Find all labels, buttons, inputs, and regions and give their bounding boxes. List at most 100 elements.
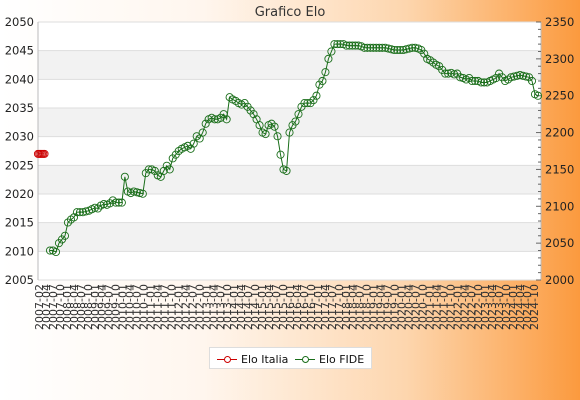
plot-band xyxy=(38,222,541,252)
data-point xyxy=(318,76,327,86)
x-tick-label: 2024-10 xyxy=(528,284,541,330)
data-point xyxy=(360,43,369,52)
data-point xyxy=(306,99,315,108)
series-elo-fide xyxy=(45,40,543,257)
data-point xyxy=(294,110,303,119)
data-point xyxy=(291,117,300,126)
x-tick-label: 2014-01 xyxy=(228,284,241,330)
x-tick-label: 2012-10 xyxy=(193,284,206,330)
data-point xyxy=(408,43,417,52)
data-point xyxy=(509,72,519,81)
data-point xyxy=(81,207,90,216)
data-point xyxy=(276,150,285,159)
x-tick-label: 2015-07 xyxy=(270,284,283,330)
data-point xyxy=(135,188,144,198)
data-point xyxy=(384,44,393,53)
data-point xyxy=(471,76,480,86)
data-point xyxy=(285,128,294,137)
x-tick-label: 2009-07 xyxy=(103,284,116,330)
data-point xyxy=(165,165,174,174)
x-tick-label: 2022-07 xyxy=(465,284,478,330)
data-point xyxy=(114,198,123,207)
data-point xyxy=(99,200,108,209)
data-point xyxy=(51,247,61,257)
data-point xyxy=(480,78,489,87)
data-point xyxy=(372,43,381,52)
x-tick-label: 2013-04 xyxy=(207,284,220,330)
plot-band xyxy=(38,251,541,280)
x-tick-label: 2023-04 xyxy=(486,284,499,330)
x-tick-label: 2020-07 xyxy=(409,284,422,330)
data-point xyxy=(518,71,528,80)
x-tick-label: 2023-07 xyxy=(493,284,506,330)
x-tick-label: 2007-04 xyxy=(40,284,53,330)
right-tick-label: 2250 xyxy=(545,89,574,103)
data-point xyxy=(381,43,390,52)
x-tick-label: 2021-01 xyxy=(423,284,436,330)
plot-band xyxy=(38,165,541,194)
data-point xyxy=(345,41,354,50)
data-point xyxy=(444,69,453,78)
data-point xyxy=(120,172,129,181)
data-point xyxy=(270,122,279,131)
x-tick-label: 2018-07 xyxy=(354,284,367,330)
legend-item-elo-italia[interactable]: Elo Italia xyxy=(216,352,288,366)
legend-label: Elo Italia xyxy=(241,352,289,366)
x-tick-label: 2012-07 xyxy=(186,284,199,330)
data-point xyxy=(390,45,399,55)
data-point xyxy=(144,165,153,174)
data-point xyxy=(507,73,516,82)
plot-band xyxy=(38,136,541,166)
data-point xyxy=(63,218,73,227)
data-point xyxy=(366,43,375,52)
left-tick-label: 2045 xyxy=(5,44,34,58)
x-tick-label: 2020-01 xyxy=(396,284,409,330)
data-point xyxy=(309,96,318,105)
data-point xyxy=(321,68,330,77)
data-point xyxy=(369,43,378,52)
x-tick-label: 2015-01 xyxy=(256,284,269,330)
x-tick-label: 2007-07 xyxy=(47,284,60,330)
x-tick-label: 2021-04 xyxy=(430,284,443,330)
right-tick-label: 2200 xyxy=(545,126,574,140)
right-tick-label: 2050 xyxy=(545,236,574,250)
data-point xyxy=(399,45,408,55)
data-point xyxy=(336,40,345,49)
x-tick-label: 2015-04 xyxy=(263,284,276,330)
data-point xyxy=(354,41,363,50)
data-point xyxy=(222,115,231,124)
data-point xyxy=(348,41,357,50)
x-tick-label: 2018-10 xyxy=(361,284,374,330)
right-axis: 2000 2050 2100 2150 2200 2250 2300 2350 xyxy=(536,15,574,287)
gridlines xyxy=(37,21,542,281)
data-point xyxy=(78,208,87,217)
x-tick-label: 2024-07 xyxy=(521,284,534,330)
x-tick-label: 2016-07 xyxy=(298,284,311,330)
legend-marker-green-icon xyxy=(294,352,316,366)
data-point xyxy=(527,76,537,86)
data-point xyxy=(333,40,342,49)
data-point xyxy=(378,43,387,52)
x-tick-label: 2010-01 xyxy=(117,284,130,330)
left-tick-label: 2020 xyxy=(5,187,34,201)
plot-band xyxy=(38,22,541,51)
data-point xyxy=(72,208,81,217)
x-tick-label: 2013-07 xyxy=(214,284,227,330)
x-tick-label: 2011-04 xyxy=(152,284,165,330)
data-point xyxy=(375,43,384,52)
x-tick-label: 2012-01 xyxy=(172,284,185,330)
x-tick-label: 2012-04 xyxy=(179,284,192,330)
data-point xyxy=(477,78,486,87)
legend-item-elo-fide[interactable]: Elo FIDE xyxy=(294,352,364,366)
x-tick-label: 2008-10 xyxy=(82,284,95,330)
x-tick-label: 2011-01 xyxy=(145,284,158,330)
data-point xyxy=(117,198,126,207)
left-tick-label: 2025 xyxy=(5,158,34,172)
x-tick-label: 2019-01 xyxy=(368,284,381,330)
series-elo-italia xyxy=(33,149,49,158)
plot-band xyxy=(38,194,541,223)
x-tick-label: 2014-10 xyxy=(249,284,262,330)
data-point xyxy=(468,76,477,86)
right-tick-label: 2100 xyxy=(545,199,574,213)
right-tick-label: 2000 xyxy=(545,273,574,287)
